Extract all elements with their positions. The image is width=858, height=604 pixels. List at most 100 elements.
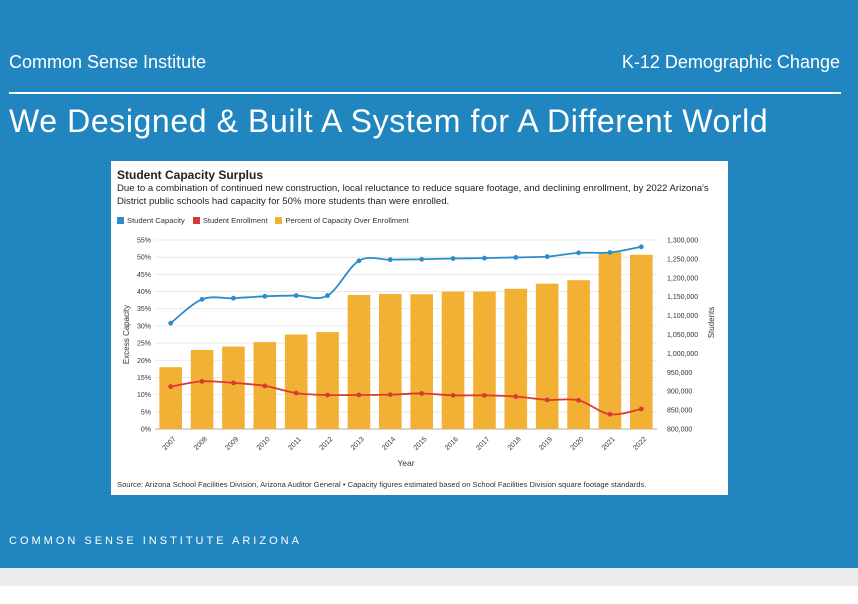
enrollment-point	[544, 397, 550, 403]
y-tick-label: 25%	[137, 341, 151, 348]
capacity-point	[419, 256, 425, 262]
y-tick-label: 5%	[141, 409, 151, 416]
enrollment-line	[170, 380, 642, 416]
x-tick-label: 2008	[193, 436, 209, 452]
y-tick-label: 0%	[141, 427, 151, 434]
y-right-tick-label: 1,050,000	[667, 332, 698, 339]
chart-title: Student Capacity Surplus	[117, 168, 264, 182]
capacity-point	[607, 250, 613, 255]
y-axis-label: Excess Capacity	[122, 305, 131, 364]
y-tick-label: 50%	[137, 255, 151, 262]
chart-source: Source: Arizona School Facilities Divisi…	[117, 480, 647, 489]
capacity-point	[293, 293, 299, 298]
bar-percent	[535, 283, 559, 429]
y-tick-label: 30%	[137, 323, 151, 330]
slide-title: We Designed & Built A System for A Diffe…	[9, 103, 769, 139]
y-right-tick-label: 1,300,000	[667, 238, 698, 245]
capacity-point	[576, 250, 581, 256]
y-right-tick-label: 1,250,000	[667, 256, 698, 263]
bar-percent	[190, 349, 214, 429]
legend-label-percent: Percent of Capacity Over Enrollment	[285, 216, 409, 225]
bar-percent	[159, 367, 182, 429]
x-tick-label: 2018	[507, 436, 523, 452]
y-tick-label: 20%	[137, 358, 151, 365]
legend-item-capacity: Student Capacity	[117, 216, 185, 225]
x-tick-label: 2017	[475, 436, 491, 452]
y-right-tick-label: 850,000	[667, 408, 692, 415]
capacity-point	[199, 296, 205, 302]
x-axis-label: Year	[397, 458, 414, 468]
capacity-point	[356, 258, 362, 264]
capacity-point	[513, 254, 519, 260]
x-tick-label: 2016	[444, 436, 460, 452]
legend-swatch-capacity	[117, 217, 124, 224]
y-right-tick-label: 1,100,000	[667, 313, 698, 320]
x-tick-label: 2014	[381, 436, 397, 452]
y-right-tick-label: 1,200,000	[667, 275, 698, 282]
enrollment-point	[638, 406, 644, 412]
enrollment-point	[576, 397, 581, 403]
footer-text: COMMON SENSE INSTITUTE ARIZONA	[9, 535, 302, 547]
bar-percent	[222, 346, 245, 429]
y-tick-label: 55%	[137, 238, 151, 245]
legend-swatch-percent	[275, 217, 283, 224]
x-tick-label: 2015	[413, 436, 429, 452]
x-tick-label: 2010	[256, 436, 272, 452]
enrollment-point	[293, 390, 299, 396]
capacity-point	[638, 244, 644, 250]
bar-percent	[473, 291, 496, 429]
bar-percent	[567, 280, 590, 429]
enrollment-point	[356, 392, 362, 398]
enrollment-point	[168, 384, 174, 390]
enrollment-point	[482, 392, 487, 398]
enrollment-point	[325, 392, 330, 398]
chart-subtitle: Due to a combination of continued new co…	[117, 183, 709, 207]
x-tick-label: 2022	[632, 436, 648, 452]
x-tick-label: 2009	[224, 436, 240, 452]
y-tick-label: 40%	[137, 289, 151, 296]
y-right-tick-label: 900,000	[667, 389, 692, 396]
bar-percent	[598, 252, 622, 429]
enrollment-point	[607, 411, 613, 417]
capacity-point	[450, 256, 456, 261]
bar-percent	[630, 254, 653, 429]
legend-label-enrollment: Student Enrollment	[202, 216, 268, 225]
capacity-point	[544, 254, 550, 260]
bar-percent	[410, 294, 433, 429]
chart-plot: 0% 5% 10% 15% 20% 25% 30% 35% 40% 45% 50% 55% 800,00…	[122, 238, 716, 469]
capacity-point	[168, 320, 174, 326]
x-tick-label: 2021	[601, 436, 617, 452]
enrollment-point	[199, 378, 205, 384]
bar-percent	[504, 288, 528, 429]
chart-legend: Student Capacity Student Enrollment Perc…	[117, 216, 409, 225]
bottom-strip	[0, 568, 858, 586]
legend-label-capacity: Student Capacity	[127, 216, 185, 225]
x-tick-label: 2019	[538, 436, 554, 452]
x-tick-label: 2011	[287, 436, 303, 452]
x-tick-label: 2007	[162, 436, 178, 452]
bar-percent	[441, 291, 465, 429]
org-name: Common Sense Institute	[9, 52, 207, 72]
enrollment-point	[231, 380, 236, 386]
bar-percent	[316, 332, 339, 429]
legend-swatch-enrollment	[192, 217, 200, 224]
capacity-line	[170, 245, 642, 324]
enrollment-point	[513, 394, 519, 399]
bar-percent	[379, 293, 402, 429]
capacity-point	[482, 255, 487, 261]
capacity-point	[387, 257, 393, 263]
y-right-tick-label: 1,000,000	[667, 351, 698, 358]
capacity-point	[231, 295, 236, 301]
x-tick-label: 2013	[350, 436, 366, 452]
legend-item-percent: Percent of Capacity Over Enrollment	[275, 216, 409, 225]
y-right-tick-label: 1,150,000	[667, 294, 698, 301]
bar-percent	[284, 334, 308, 429]
legend-item-enrollment: Student Enrollment	[192, 216, 268, 225]
y-tick-label: 15%	[137, 375, 151, 382]
y-right-tick-label: 800,000	[667, 427, 692, 434]
enrollment-point	[450, 392, 456, 398]
chart-card: Student Capacity Surplus Due to a combin…	[111, 161, 728, 495]
enrollment-point	[387, 392, 393, 398]
y-tick-label: 45%	[137, 272, 151, 279]
y-right-axis-label: Students	[707, 307, 716, 339]
